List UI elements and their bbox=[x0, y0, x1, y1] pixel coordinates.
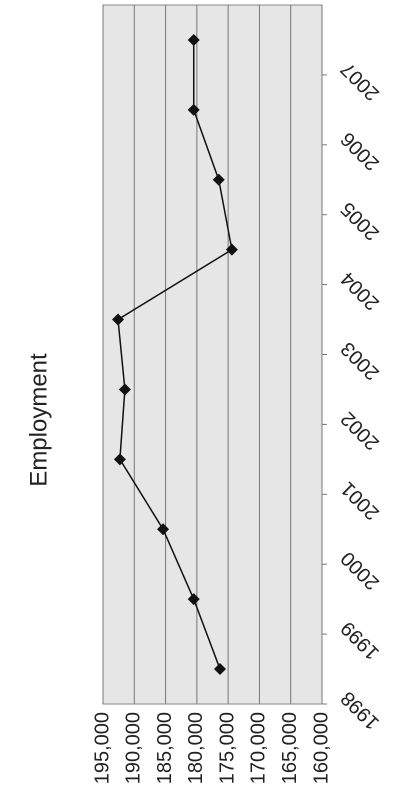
x-tick-label: 2002 bbox=[337, 407, 384, 454]
y-tick-label: 195,000 bbox=[91, 712, 113, 784]
plot-area bbox=[102, 4, 323, 705]
marker bbox=[113, 453, 126, 466]
marker bbox=[157, 523, 170, 536]
marker bbox=[225, 243, 238, 256]
marker bbox=[187, 33, 200, 46]
y-tick-label: 180,000 bbox=[185, 712, 207, 784]
y-tick-label: 175,000 bbox=[216, 712, 238, 784]
chart-title: Employment bbox=[25, 353, 52, 487]
x-tick-label: 1999 bbox=[337, 617, 384, 664]
marker bbox=[118, 383, 131, 396]
marker bbox=[187, 103, 200, 116]
marker bbox=[212, 173, 225, 186]
x-tick-label: 2004 bbox=[337, 267, 384, 314]
x-tick-label: 2006 bbox=[337, 128, 384, 175]
x-tick-label: 2005 bbox=[337, 197, 384, 244]
marker bbox=[187, 593, 200, 606]
marker bbox=[112, 313, 125, 326]
x-tick-label: 2007 bbox=[337, 58, 384, 105]
x-tick-label: 2003 bbox=[337, 337, 384, 384]
x-tick-label: 2001 bbox=[337, 477, 384, 524]
y-tick-label: 170,000 bbox=[248, 712, 270, 784]
line bbox=[117, 39, 233, 670]
y-tick-label: 160,000 bbox=[310, 712, 332, 784]
y-tick-label: 185,000 bbox=[154, 712, 176, 784]
y-tick-label: 165,000 bbox=[279, 712, 301, 784]
marker bbox=[214, 663, 227, 676]
y-tick-label: 190,000 bbox=[123, 712, 145, 784]
x-tick-label: 2000 bbox=[337, 547, 384, 594]
x-tick-label: 1998 bbox=[337, 687, 384, 734]
